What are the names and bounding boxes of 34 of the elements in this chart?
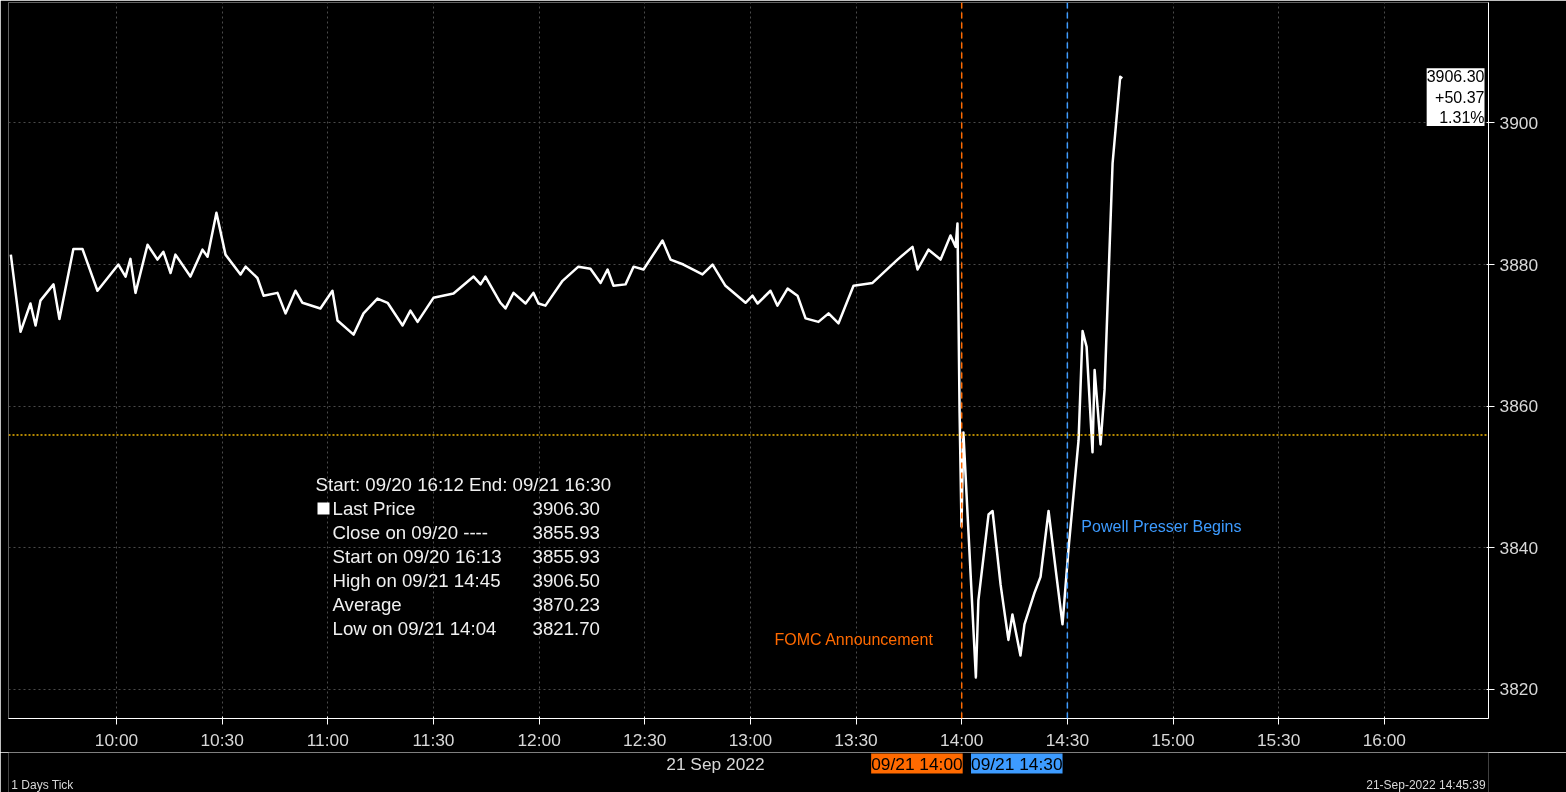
x-tick-label: 12:30	[623, 729, 667, 750]
x-axis-title: 21 Sep 2022	[666, 753, 765, 774]
y-tick-label: 3840	[1499, 537, 1539, 558]
annotation: Powell Presser Begins	[1081, 518, 1242, 536]
text: Low on 09/21 14:04 3821.70	[332, 618, 600, 639]
annotation: 3906.30 +50.37 1.31%	[1426, 68, 1485, 127]
x-tick-label: 12:00	[517, 729, 561, 750]
y-tick-label: 3900	[1499, 112, 1539, 133]
x-tick-label: 11:00	[306, 729, 349, 750]
y-tick-label: 3880	[1499, 254, 1539, 275]
x-tick-label: 13:00	[728, 729, 773, 750]
annotation: 3906.30	[532, 498, 600, 519]
x-tick-label: 16:00	[1362, 729, 1407, 750]
annotation: Start: 09/20 16:12 End: 09/21 16:30	[315, 474, 612, 495]
text: Average 3870.23	[332, 594, 600, 615]
x-tick-label: 10:30	[200, 729, 244, 750]
text: 1 Days Tick	[11, 777, 75, 792]
text: Start on 09/20 16:13 3855.93	[332, 546, 600, 567]
x-tick-label: 13:30	[834, 729, 878, 750]
legend-label: Last Price	[332, 498, 416, 519]
ref-line-label: 09/21 14:00	[871, 753, 963, 774]
x-tick-label: 10:00	[94, 729, 139, 750]
ref-line-label: 09/21 14:30	[971, 753, 1063, 774]
text: Close on 09/20 ---- 3855.93	[332, 522, 600, 543]
x-tick-label: 11:30	[412, 729, 455, 750]
y-tick-label: 3820	[1499, 679, 1539, 700]
x-tick-label: 15:30	[1256, 729, 1301, 750]
text: 21-Sep-2022 14:45:39	[1366, 777, 1486, 792]
x-tick-label: 14:30	[1045, 729, 1090, 750]
x-tick-label: 15:00	[1151, 729, 1195, 750]
x-tick-label: 14:00	[940, 729, 984, 750]
annotation: FOMC Announcement	[774, 631, 934, 649]
y-tick-label: 3860	[1499, 396, 1539, 417]
text: High on 09/21 14:45 3906.50	[332, 570, 600, 591]
